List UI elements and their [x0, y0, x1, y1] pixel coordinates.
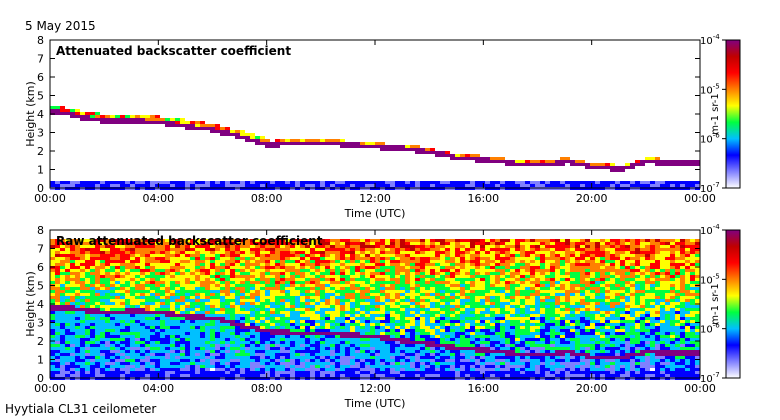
colorbar-tick-label: 10-6	[700, 132, 720, 146]
colorbar-unit-label: m-1 sr-1	[710, 283, 721, 325]
panel-title: Attenuated backscatter coefficient	[56, 44, 291, 58]
x-tick-label: 00:00	[684, 382, 716, 395]
y-tick-label: 8	[37, 224, 44, 237]
colorbar-tick-label: 10-4	[700, 33, 720, 47]
y-tick-label: 4	[37, 108, 44, 121]
y-tick-label: 0	[37, 182, 44, 195]
x-tick-label: 08:00	[251, 192, 283, 205]
x-tick-label: 20:00	[576, 382, 608, 395]
y-tick-label: 1	[37, 164, 44, 177]
instrument-label: Hyytiala CL31 ceilometer	[5, 402, 157, 416]
x-tick-label: 12:00	[359, 382, 391, 395]
heatmap-cells	[50, 230, 700, 380]
colorbar-attenuated: 10-7 10-6 10-5 10-4 m-1 sr-1	[700, 33, 741, 195]
colorbar-tick-label: 10-6	[700, 322, 720, 336]
y-tick-label: 2	[37, 335, 44, 348]
x-tick-label: 16:00	[467, 192, 499, 205]
y-tick-label: 3	[37, 127, 44, 140]
y-tick-label: 4	[37, 298, 44, 311]
y-tick-label: 5	[37, 280, 44, 293]
y-tick-label: 7	[37, 53, 44, 66]
x-tick-label: 00:00	[34, 382, 66, 395]
y-tick-label: 1	[37, 354, 44, 367]
colorbar-tick-label: 10-4	[700, 223, 720, 237]
panel-raw: Raw attenuated backscatter coefficient 0 1…	[24, 224, 716, 410]
colorbar-gradient	[725, 229, 741, 379]
colorbar-raw: 10-7 10-6 10-5 10-4 m-1 sr-1	[700, 223, 741, 385]
colorbar-gradient	[725, 39, 741, 189]
y-tick-label: 5	[37, 90, 44, 103]
x-tick-label: 20:00	[576, 192, 608, 205]
y-tick-label: 6	[37, 261, 44, 274]
x-axis-label: Time (UTC)	[344, 207, 406, 220]
colorbar-tick-label: 10-5	[700, 272, 720, 286]
x-tick-label: 00:00	[34, 192, 66, 205]
y-tick-label: 3	[37, 317, 44, 330]
x-axis-label: Time (UTC)	[344, 397, 406, 410]
y-tick-label: 2	[37, 145, 44, 158]
y-tick-label: 6	[37, 71, 44, 84]
colorbar-tick-label: 10-7	[700, 371, 720, 385]
colorbar-unit-label: m-1 sr-1	[710, 93, 721, 135]
y-tick-label: 0	[37, 372, 44, 385]
y-tick-label: 7	[37, 243, 44, 256]
date-label: 5 May 2015	[25, 19, 96, 33]
x-tick-label: 16:00	[467, 382, 499, 395]
x-tick-label: 12:00	[359, 192, 391, 205]
x-tick-label: 04:00	[142, 382, 174, 395]
colorbar-tick-label: 10-7	[700, 181, 720, 195]
x-tick-label: 08:00	[251, 382, 283, 395]
y-tick-label: 8	[37, 34, 44, 47]
x-tick-label: 04:00	[142, 192, 174, 205]
colorbar-tick-label: 10-5	[700, 82, 720, 96]
heatmap-cells	[50, 106, 700, 190]
panel-title: Raw attenuated backscatter coefficient	[56, 234, 323, 248]
y-axis-label: Height (km)	[24, 271, 37, 337]
y-axis-label: Height (km)	[24, 81, 37, 147]
x-tick-label: 00:00	[684, 192, 716, 205]
panel-attenuated: Attenuated backscatter coefficient 0 1 2 3 4 5…	[24, 34, 716, 220]
